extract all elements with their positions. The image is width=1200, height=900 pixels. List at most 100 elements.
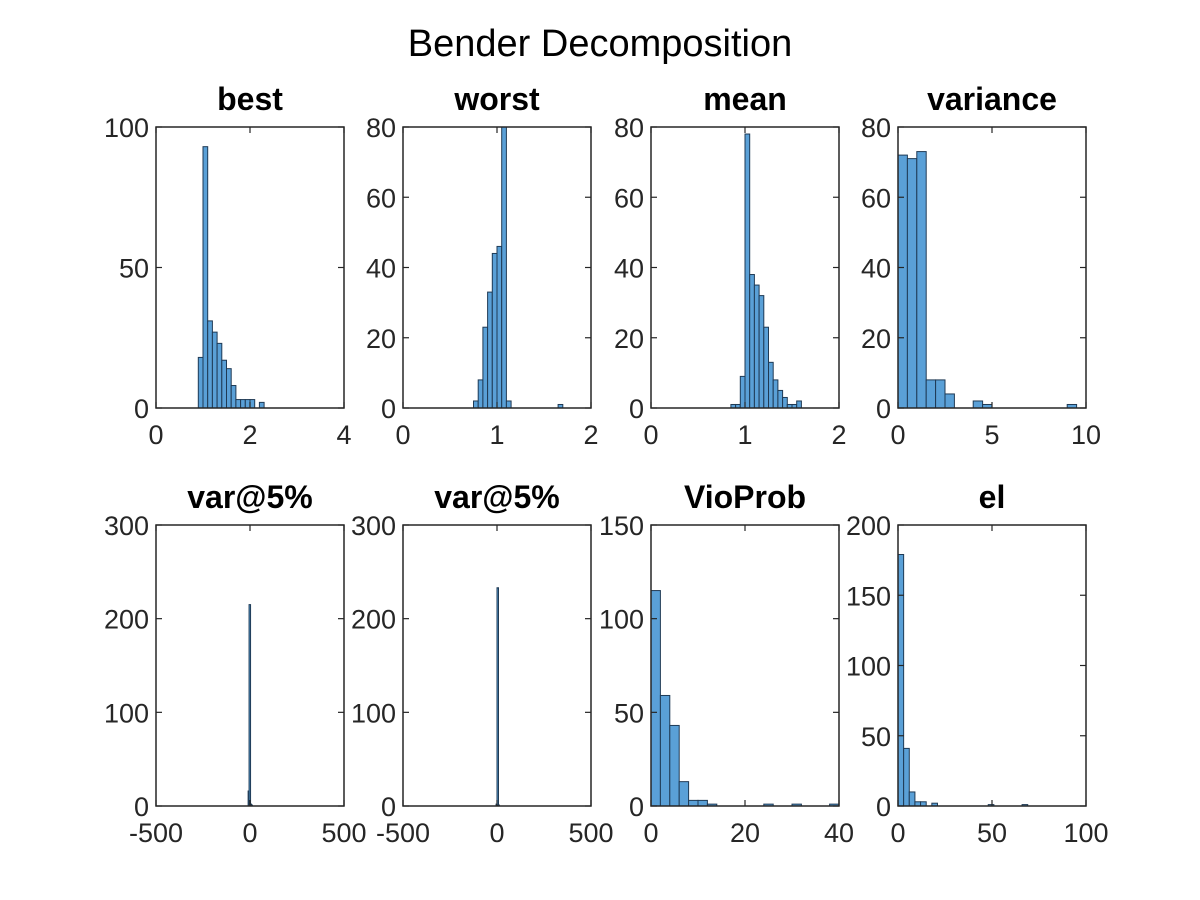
panel-title: best [217,81,283,117]
histogram-bars [197,146,265,409]
histogram-bar [796,400,802,409]
axes-box [155,126,345,409]
y-tick-label: 80 [614,113,644,143]
y-tick-label: 150 [599,511,644,541]
histogram-bar [202,146,209,409]
histogram-bars [730,133,802,409]
histogram-bar [230,385,237,409]
y-tick-label: 50 [614,698,644,728]
y-tick-label: 100 [846,652,891,682]
histogram-bar [772,379,779,409]
histogram-bar [768,361,774,409]
histogram-bar [226,368,232,409]
histogram-bar [501,126,507,409]
y-tick-label: 50 [861,722,891,752]
histogram-bar [496,245,503,409]
y-tick-label: 50 [119,254,149,284]
x-tick-label: 0 [890,818,905,848]
histogram-panel-7: 0 50 100 150 0 20 40 VioProb [599,479,854,848]
histogram-bar [897,154,908,409]
y-tick-label: 80 [366,113,396,143]
panel-title: variance [927,81,1057,117]
histogram-bar [678,781,690,807]
x-tick-label: -500 [129,818,183,848]
histogram-bars [247,604,253,807]
x-tick-label: 0 [643,818,658,848]
panel-title: worst [453,81,540,117]
histogram-bars [897,554,1029,807]
histogram-bar [207,320,213,409]
y-tick-label: 0 [381,394,396,424]
y-tick-label: 60 [861,183,891,213]
histogram-bar [482,326,489,409]
histogram-bar [777,389,784,409]
y-tick-label: 100 [351,698,396,728]
panel-title: el [979,479,1006,515]
histogram-bar [650,590,661,807]
histogram-bar [944,393,955,409]
histogram-bar [258,401,265,409]
histogram-bar [487,291,493,409]
y-tick-label: 0 [381,792,396,822]
histogram-bars [473,126,564,409]
y-tick-label: 200 [104,605,149,635]
y-tick-label: 300 [104,511,149,541]
histogram-bar [925,379,937,409]
panel-title: var@5% [434,479,560,515]
histogram-bar [477,379,484,409]
histogram-bar [697,799,708,807]
histogram-bar [235,399,242,409]
y-tick-label: 0 [134,792,149,822]
x-tick-label: 2 [831,420,846,450]
x-tick-label: 500 [568,818,613,848]
y-tick-label: 20 [861,324,891,354]
histogram-bars [495,587,500,807]
histogram-bar [216,342,223,409]
histogram-bar [739,375,746,409]
y-tick-label: 60 [614,183,644,213]
panel-title: mean [703,81,787,117]
x-tick-label: 0 [890,420,905,450]
histogram-bar [749,274,755,409]
histogram-bar [916,151,927,409]
x-tick-label: 100 [1063,818,1108,848]
x-tick-label: 0 [395,420,410,450]
x-tick-label: 0 [148,420,163,450]
x-tick-label: 10 [1071,420,1101,450]
histogram-bar [669,724,680,807]
y-tick-label: 100 [104,698,149,728]
y-tick-label: 0 [876,394,891,424]
histogram-bar [744,133,751,409]
histogram-bar [935,379,946,409]
histogram-bar [908,791,916,807]
y-tick-label: 0 [629,792,644,822]
panel-title: var@5% [187,479,313,515]
y-tick-label: 0 [876,792,891,822]
histogram-bar [197,356,204,409]
histogram-bars [650,590,840,807]
x-tick-label: 0 [242,818,257,848]
y-tick-label: 40 [366,254,396,284]
y-tick-label: 100 [599,605,644,635]
histogram-bar [496,587,499,807]
y-tick-label: 100 [104,113,149,143]
x-tick-label: 40 [824,818,854,848]
histogram-bar [491,252,498,409]
histogram-bar [782,396,788,409]
histogram-panel-4: 0 20 40 60 80 0 5 10 variance [861,81,1101,450]
histogram-bar [758,295,765,409]
y-tick-label: 200 [846,511,891,541]
y-tick-label: 0 [629,394,644,424]
histogram-bar [753,284,760,409]
histogram-panel-2: 0 20 40 60 80 0 1 2 worst [366,81,599,450]
x-tick-label: 500 [321,818,366,848]
histogram-bar [688,799,699,807]
x-tick-label: 1 [737,420,752,450]
histogram-bar [972,400,984,409]
histogram-bar [240,399,246,409]
y-tick-label: 200 [351,605,396,635]
x-tick-label: 50 [977,818,1007,848]
y-tick-label: 150 [846,581,891,611]
